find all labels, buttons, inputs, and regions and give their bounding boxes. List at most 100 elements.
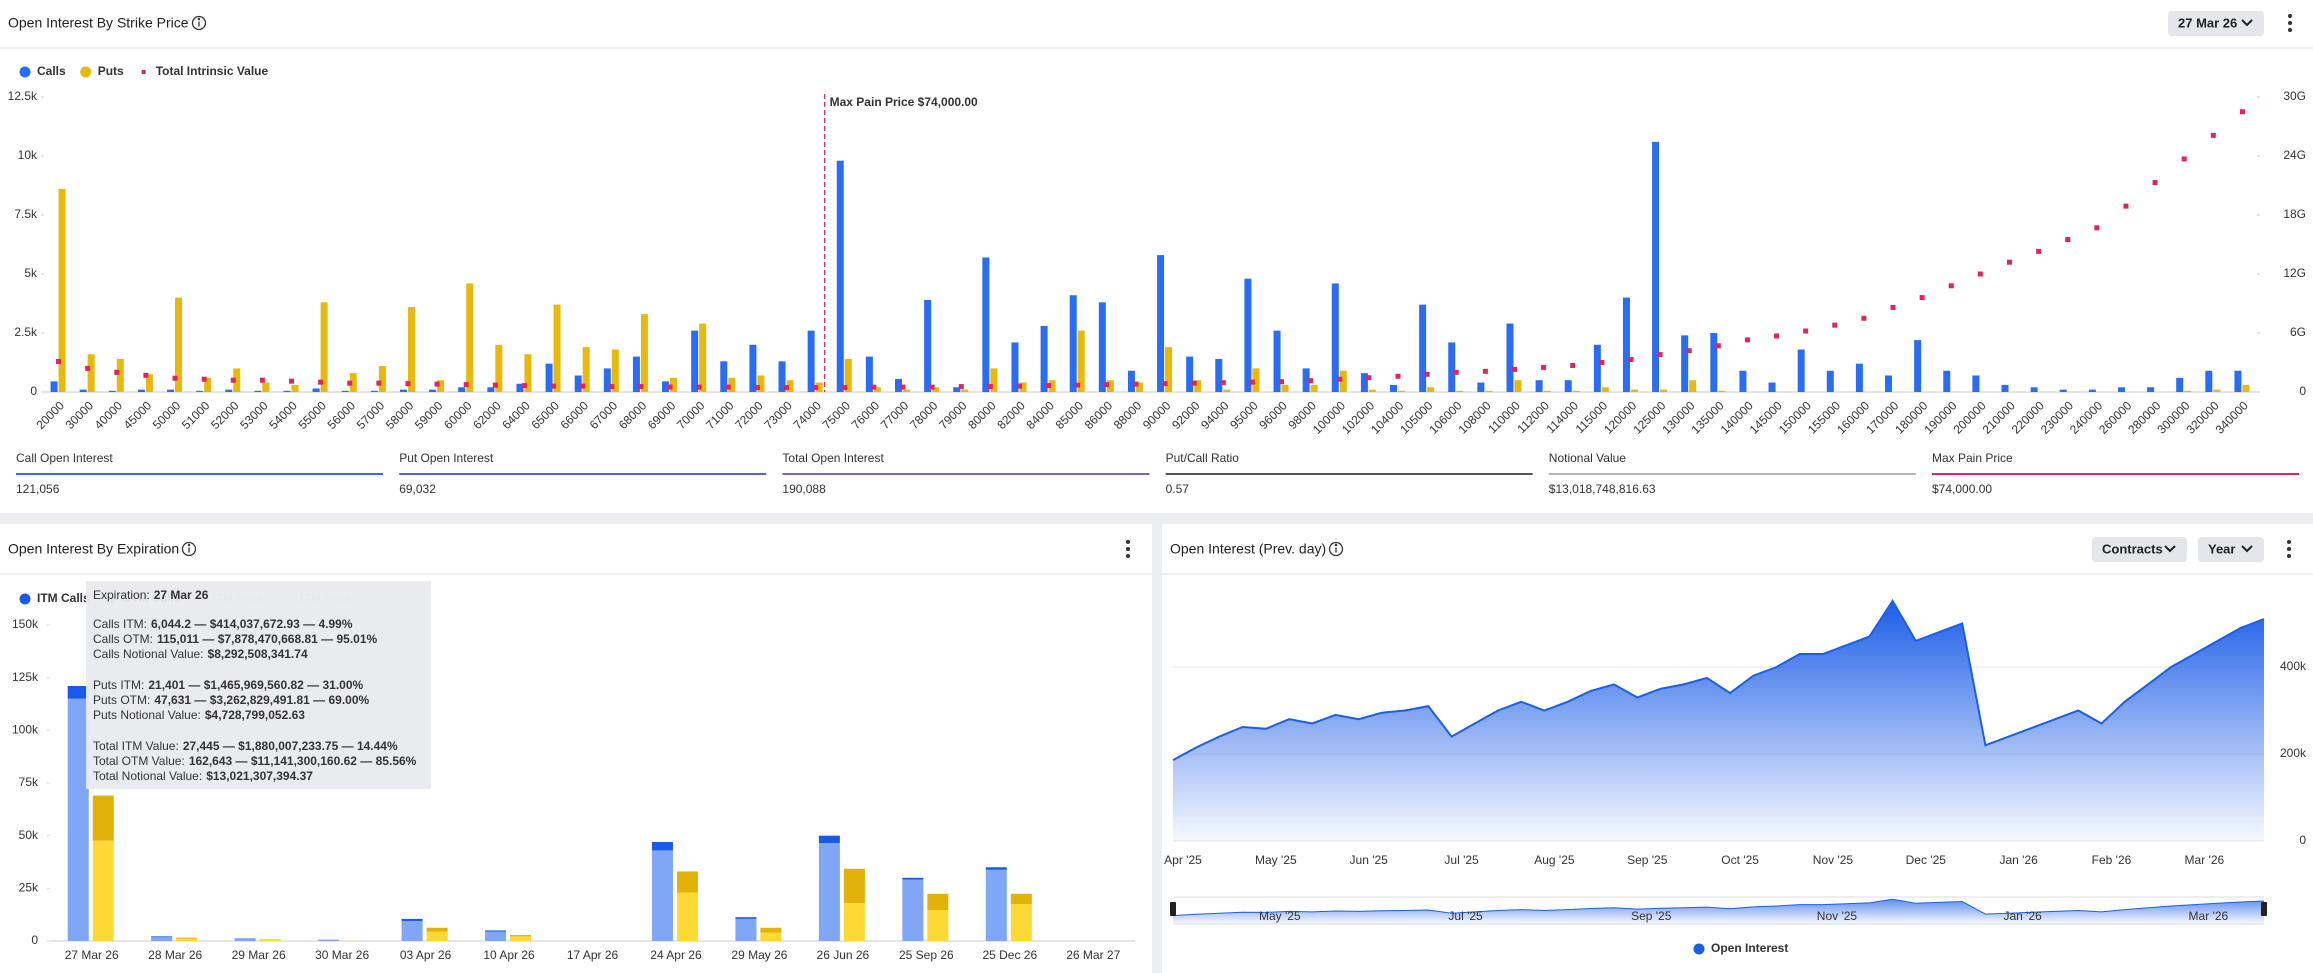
bar-segment [401,920,423,941]
stat-label: Call Open Interest [16,451,113,465]
bar [953,387,961,392]
bar [370,390,378,392]
bar [699,323,707,392]
intrinsic-marker [754,385,760,391]
expiry-dropdown[interactable]: 27 Mar 26 [2168,11,2264,36]
bar [1710,333,1718,392]
dropdown-label[interactable]: 27 Mar 26 [2178,15,2237,30]
bar-segment [426,927,448,932]
tooltip-key: Calls OTM: [93,632,153,646]
intrinsic-marker [609,384,615,390]
bar-segment [735,917,757,919]
bar [1127,370,1135,392]
bar [1069,295,1077,392]
range-dropdown[interactable]: Year [2198,537,2264,562]
tooltip-key: Expiration: [93,588,150,602]
bar [778,361,786,392]
bar [632,356,640,392]
bar-segment [176,937,198,939]
bar [495,344,503,392]
intrinsic-marker [1424,371,1430,377]
intrinsic-marker [347,380,353,386]
intrinsic-marker [1919,295,1925,301]
intrinsic-marker [696,384,702,390]
unit-dropdown[interactable]: Contracts [2092,537,2187,562]
bar [1135,382,1143,392]
bar-segment [259,939,281,941]
bar [137,389,145,392]
bar [961,389,969,392]
intrinsic-marker [1686,348,1692,354]
y2-tick-label: 24G [2283,148,2306,162]
info-icon[interactable] [1328,541,1344,557]
bar [1689,380,1697,392]
intrinsic-marker [1890,304,1896,310]
bar-segment [985,869,1007,941]
bar [1660,389,1668,392]
intrinsic-marker [667,384,673,390]
intrinsic-marker [1861,315,1867,321]
bar [1360,373,1368,392]
intrinsic-marker [958,384,964,390]
bar [349,373,357,392]
x-tick-label: 25 Dec 26 [982,948,1037,962]
tooltip-key: Total OTM Value: [93,754,185,768]
bar [1514,380,1522,392]
bar [1157,255,1165,392]
menu-icon[interactable] [2287,540,2291,558]
bar-segment [485,931,507,941]
legend-label: ITM Calls [37,591,90,605]
menu-icon[interactable] [1126,540,1130,558]
intrinsic-marker [725,384,731,390]
dropdown-label[interactable]: Year [2208,541,2235,556]
bar [466,283,474,392]
bar [1630,389,1638,392]
bar [341,390,349,392]
bar [1477,382,1485,392]
bar [662,381,670,392]
info-icon[interactable] [191,15,207,31]
bar [458,387,466,392]
intrinsic-marker [172,375,178,381]
intrinsic-marker [1366,375,1372,381]
menu-icon[interactable] [2288,14,2292,32]
stat-label: Max Pain Price [1932,451,2013,465]
bar [167,389,175,392]
tooltip-line: Calls Notional Value: $8,292,508,341.74 [93,647,308,661]
navigator-label: Jan '26 [2003,909,2042,923]
intrinsic-marker [56,359,62,365]
stat-value: $13,018,748,816.63 [1549,482,1656,496]
bar [1718,390,1726,392]
bar [1368,389,1376,392]
bar [582,347,590,392]
intrinsic-marker [1249,379,1255,385]
bar [844,358,852,392]
bar [1186,356,1194,392]
intrinsic-marker [1220,380,1226,386]
intrinsic-marker [230,377,236,383]
intrinsic-marker [842,385,848,391]
bar [2088,389,2096,392]
bar [757,375,765,392]
stat-label: Put Open Interest [399,451,494,465]
bar [487,387,495,392]
tooltip-key: Puts OTM: [93,693,150,707]
bar [1506,323,1514,392]
intrinsic-marker [289,378,295,384]
intrinsic-marker [1628,357,1634,363]
dropdown-box[interactable] [2198,537,2264,562]
bar [1485,390,1493,392]
tooltip-line: Puts ITM: 21,401 — $1,465,969,560.82 — 31… [93,678,364,692]
y2-tick-label: 0 [2299,384,2306,398]
bar [437,380,445,392]
dropdown-box[interactable] [2092,537,2187,562]
dropdown-box[interactable] [2168,11,2264,36]
bar [1564,380,1572,392]
dropdown-label[interactable]: Contracts [2102,541,2163,556]
info-icon[interactable] [181,541,197,557]
bar [2030,387,2038,392]
strike-panel [0,0,2313,513]
bar [2213,389,2221,392]
bar-segment [985,867,1007,870]
tooltip-line: Expiration: 27 Mar 26 [93,588,209,602]
